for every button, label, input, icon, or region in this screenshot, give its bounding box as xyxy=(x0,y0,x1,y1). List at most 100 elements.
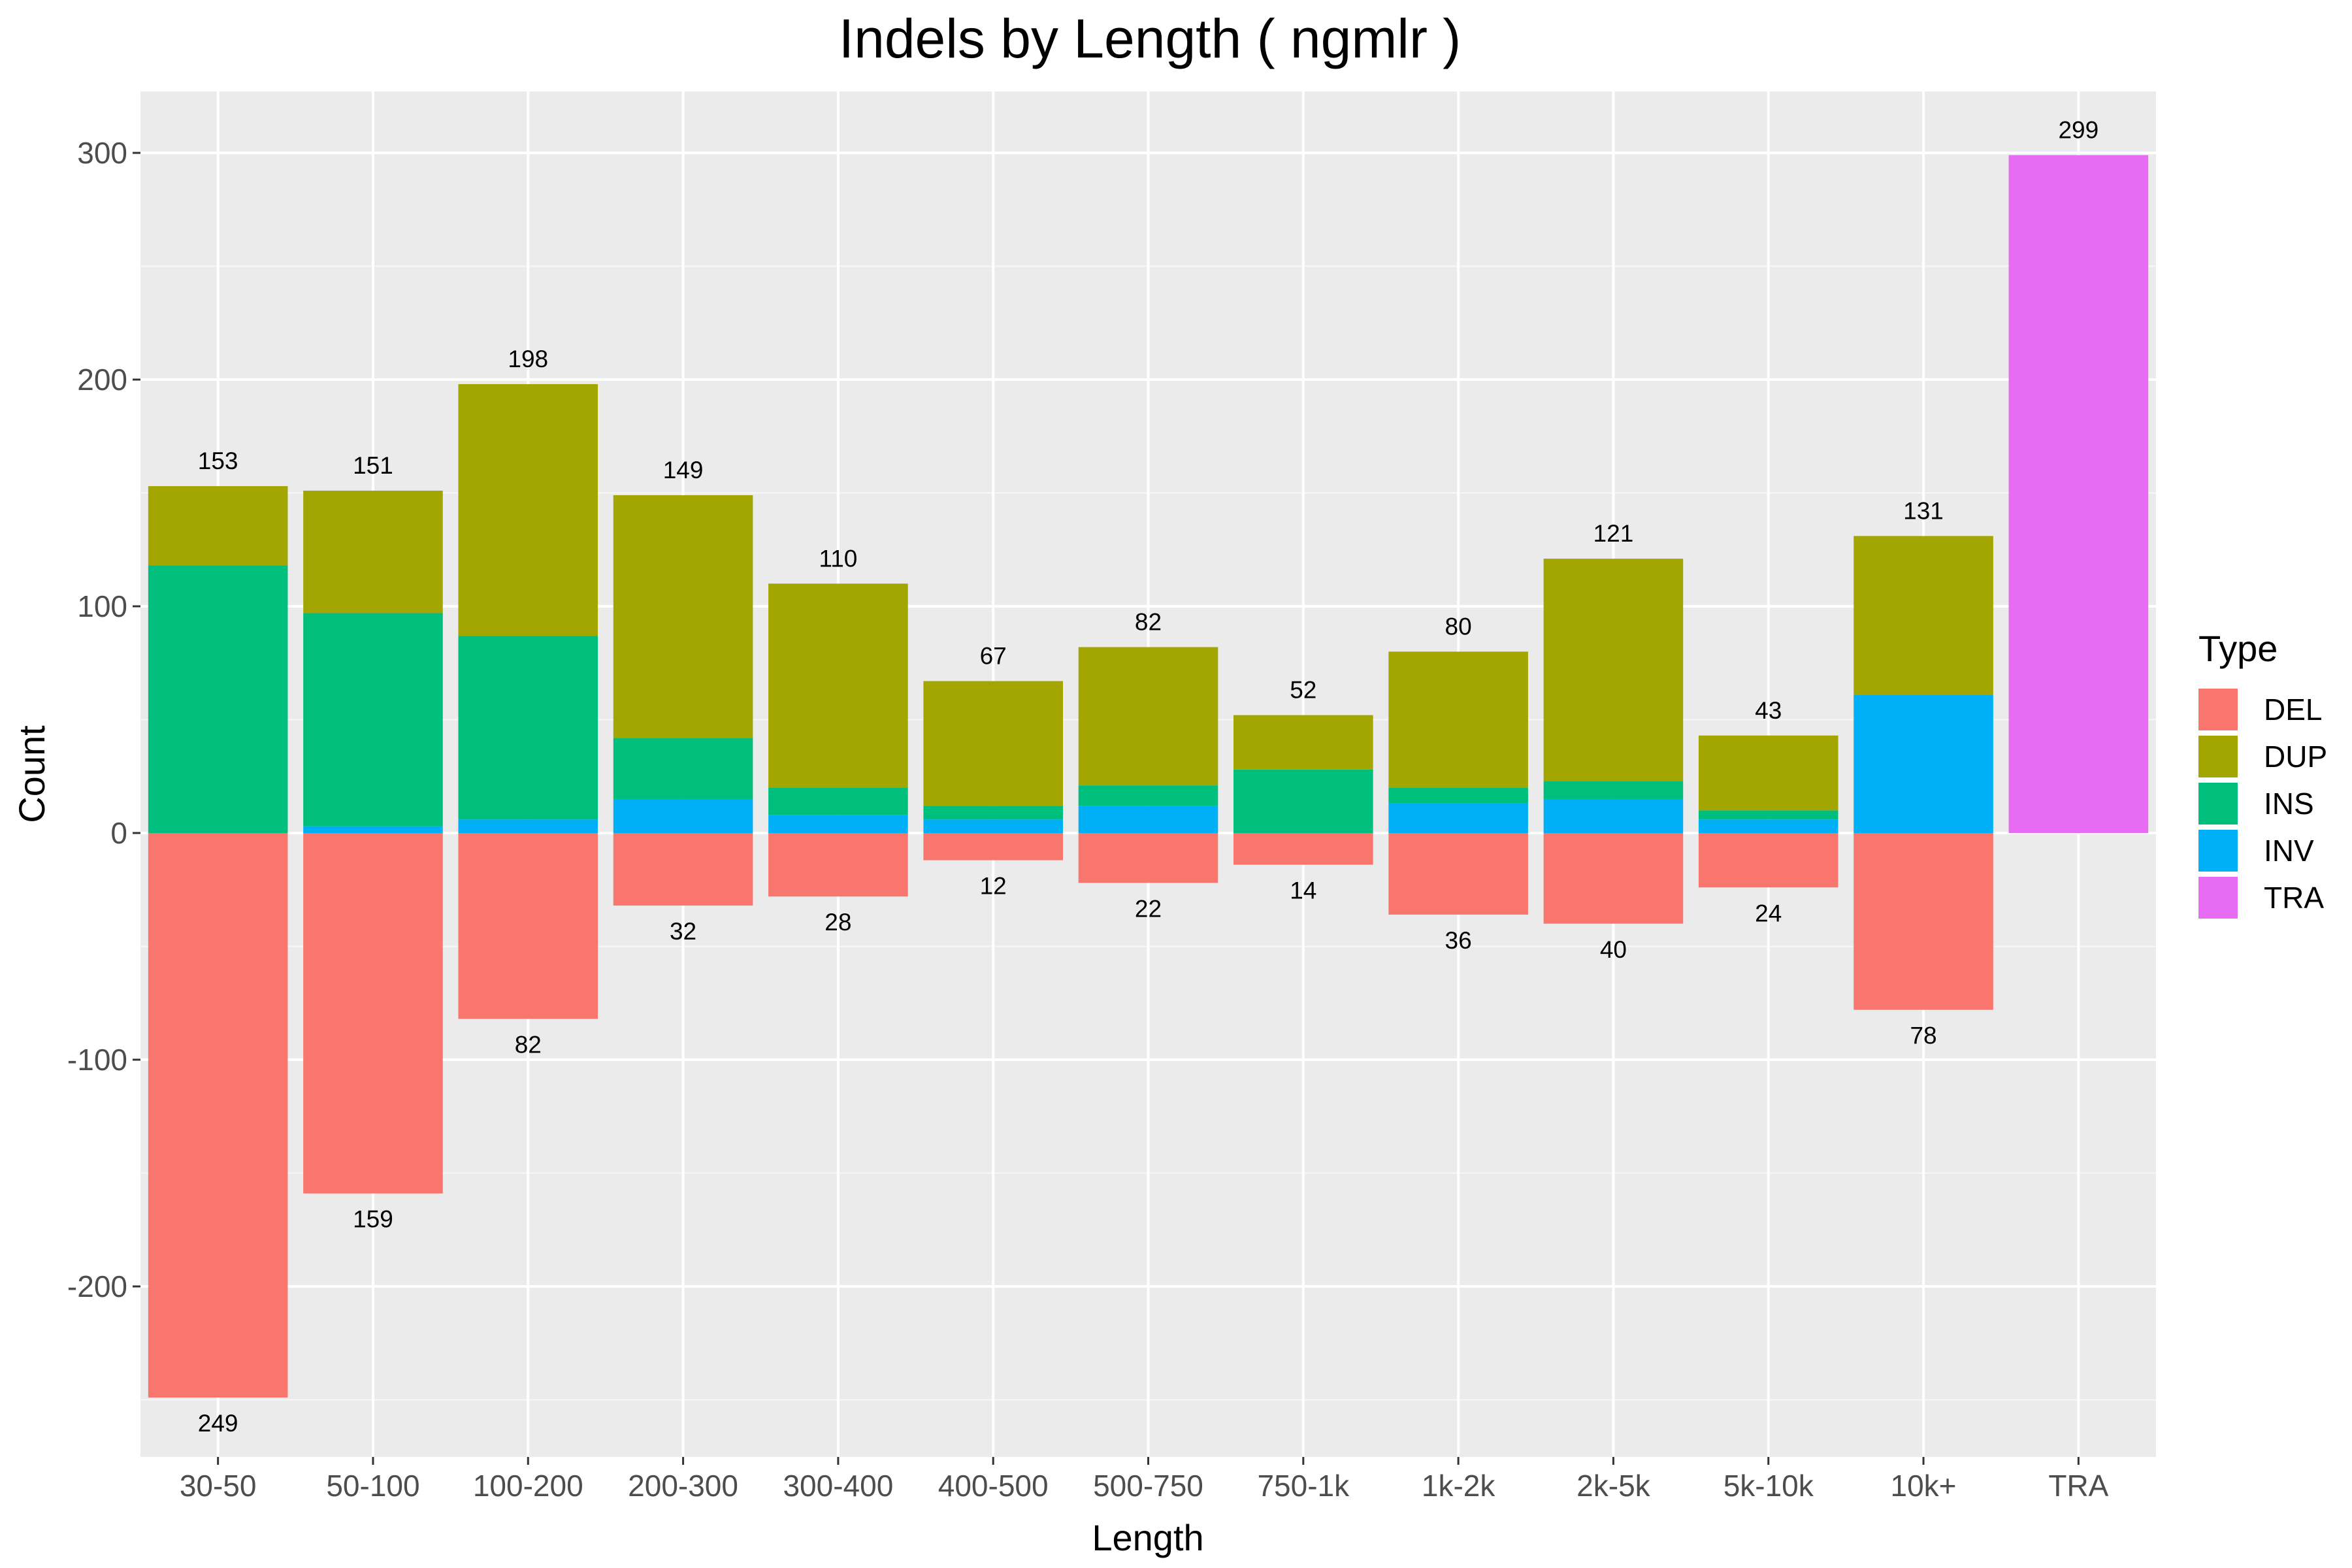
legend-swatch-tra xyxy=(2198,877,2238,919)
bar-inv-400-500 xyxy=(923,819,1063,833)
legend-label-tra: TRA xyxy=(2264,881,2324,915)
bar-inv-100-200 xyxy=(458,819,598,833)
bar-del-5k-10k xyxy=(1698,833,1838,888)
total-label: 82 xyxy=(1135,608,1162,635)
bar-del-400-500 xyxy=(923,833,1063,860)
bar-inv-2k-5k xyxy=(1543,798,1684,833)
x-tick-label: 100-200 xyxy=(473,1469,583,1503)
x-tick-label: 750-1k xyxy=(1257,1469,1350,1503)
del-label: 82 xyxy=(515,1032,542,1058)
legend-swatch-ins xyxy=(2198,783,2238,825)
del-label: 12 xyxy=(980,873,1007,900)
bar-inv-50-100 xyxy=(303,826,443,833)
total-label: 67 xyxy=(980,643,1007,670)
x-tick-label: TRA xyxy=(2048,1469,2108,1503)
x-tick-label: 1k-2k xyxy=(1422,1469,1495,1503)
bar-dup-30-50 xyxy=(148,486,288,566)
total-label: 43 xyxy=(1755,697,1782,724)
bar-dup-2k-5k xyxy=(1543,559,1684,781)
bar-inv-1k-2k xyxy=(1388,803,1528,833)
chart-title: Indels by Length ( ngmlr ) xyxy=(839,8,1461,69)
total-label: 153 xyxy=(198,448,238,474)
legend-label-dup: DUP xyxy=(2264,740,2327,774)
bar-del-30-50 xyxy=(148,833,288,1398)
bar-tra-TRA xyxy=(2008,155,2149,834)
y-tick-label: 300 xyxy=(77,136,127,170)
bar-del-300-400 xyxy=(768,833,908,897)
bar-ins-300-400 xyxy=(768,787,908,815)
del-label: 36 xyxy=(1445,927,1472,954)
x-tick-label: 10k+ xyxy=(1891,1469,1957,1503)
y-tick-label: 0 xyxy=(110,816,127,850)
del-label: 14 xyxy=(1290,877,1316,904)
total-label: 198 xyxy=(508,346,548,372)
y-tick-label: -200 xyxy=(67,1269,127,1303)
bar-labels: 153 151 198 149 110 67 82 52 80 121 43 131 299 249 159… xyxy=(198,116,2099,1437)
bar-dup-500-750 xyxy=(1078,647,1218,786)
bar-dup-5k-10k xyxy=(1698,735,1838,811)
x-axis-title: Length xyxy=(1092,1517,1203,1558)
del-label: 22 xyxy=(1135,895,1162,922)
bar-del-750-1k xyxy=(1233,833,1373,865)
x-tick-label: 50-100 xyxy=(326,1469,419,1503)
del-label: 32 xyxy=(670,918,696,945)
bar-inv-500-750 xyxy=(1078,806,1218,833)
bar-inv-10k+ xyxy=(1854,694,1993,833)
bar-ins-500-750 xyxy=(1078,785,1218,806)
bar-layer xyxy=(148,155,2149,1398)
legend-swatch-del xyxy=(2198,689,2238,730)
bar-inv-200-300 xyxy=(613,798,753,833)
total-label: 149 xyxy=(663,457,704,483)
del-label: 249 xyxy=(198,1410,238,1437)
x-axis: 30-50 50-100 100-200 200-300 300-400 400-500 5… xyxy=(180,1457,2109,1503)
x-tick-label: 2k-5k xyxy=(1576,1469,1650,1503)
del-label: 78 xyxy=(1910,1022,1936,1049)
total-label: 299 xyxy=(2058,116,2099,143)
x-tick-label: 5k-10k xyxy=(1723,1469,1814,1503)
y-tick-label: 200 xyxy=(77,363,127,397)
bar-del-1k-2k xyxy=(1388,833,1528,915)
bar-del-50-100 xyxy=(303,833,443,1194)
bar-dup-300-400 xyxy=(768,583,908,788)
bar-inv-5k-10k xyxy=(1698,819,1838,833)
bar-del-500-750 xyxy=(1078,833,1218,883)
bar-ins-2k-5k xyxy=(1543,781,1684,799)
y-tick-label: 100 xyxy=(77,589,127,623)
legend: Type DEL DUP INS INV TRA xyxy=(2198,628,2327,919)
x-tick-label: 300-400 xyxy=(783,1469,893,1503)
total-label: 131 xyxy=(1903,497,1944,524)
x-tick-label: 500-750 xyxy=(1093,1469,1203,1503)
bar-del-2k-5k xyxy=(1543,833,1684,924)
bar-dup-400-500 xyxy=(923,681,1063,806)
total-label: 52 xyxy=(1290,677,1316,704)
bar-dup-50-100 xyxy=(303,491,443,613)
legend-label-inv: INV xyxy=(2264,834,2314,868)
bar-ins-5k-10k xyxy=(1698,810,1838,820)
bar-del-10k+ xyxy=(1854,833,1993,1010)
bar-dup-750-1k xyxy=(1233,715,1373,770)
del-label: 40 xyxy=(1600,936,1627,963)
del-label: 159 xyxy=(353,1206,393,1233)
bar-del-200-300 xyxy=(613,833,753,906)
bar-dup-1k-2k xyxy=(1388,651,1528,788)
bar-dup-200-300 xyxy=(613,495,753,738)
x-tick-label: 400-500 xyxy=(938,1469,1049,1503)
bar-ins-750-1k xyxy=(1233,769,1373,833)
bar-ins-30-50 xyxy=(148,565,288,833)
del-label: 28 xyxy=(825,909,851,936)
legend-label-del: DEL xyxy=(2264,693,2322,727)
legend-label-ins: INS xyxy=(2264,787,2314,821)
x-tick-label: 30-50 xyxy=(180,1469,257,1503)
total-label: 80 xyxy=(1445,613,1472,640)
bar-ins-1k-2k xyxy=(1388,787,1528,804)
y-axis-title: Count xyxy=(11,725,52,823)
legend-swatch-dup xyxy=(2198,736,2238,777)
bar-inv-300-400 xyxy=(768,815,908,833)
bar-dup-100-200 xyxy=(458,384,598,636)
bar-ins-200-300 xyxy=(613,738,753,799)
bar-ins-400-500 xyxy=(923,806,1063,820)
bar-dup-10k+ xyxy=(1854,536,1993,695)
del-label: 24 xyxy=(1755,900,1782,926)
bar-del-100-200 xyxy=(458,833,598,1019)
total-label: 110 xyxy=(819,545,857,572)
